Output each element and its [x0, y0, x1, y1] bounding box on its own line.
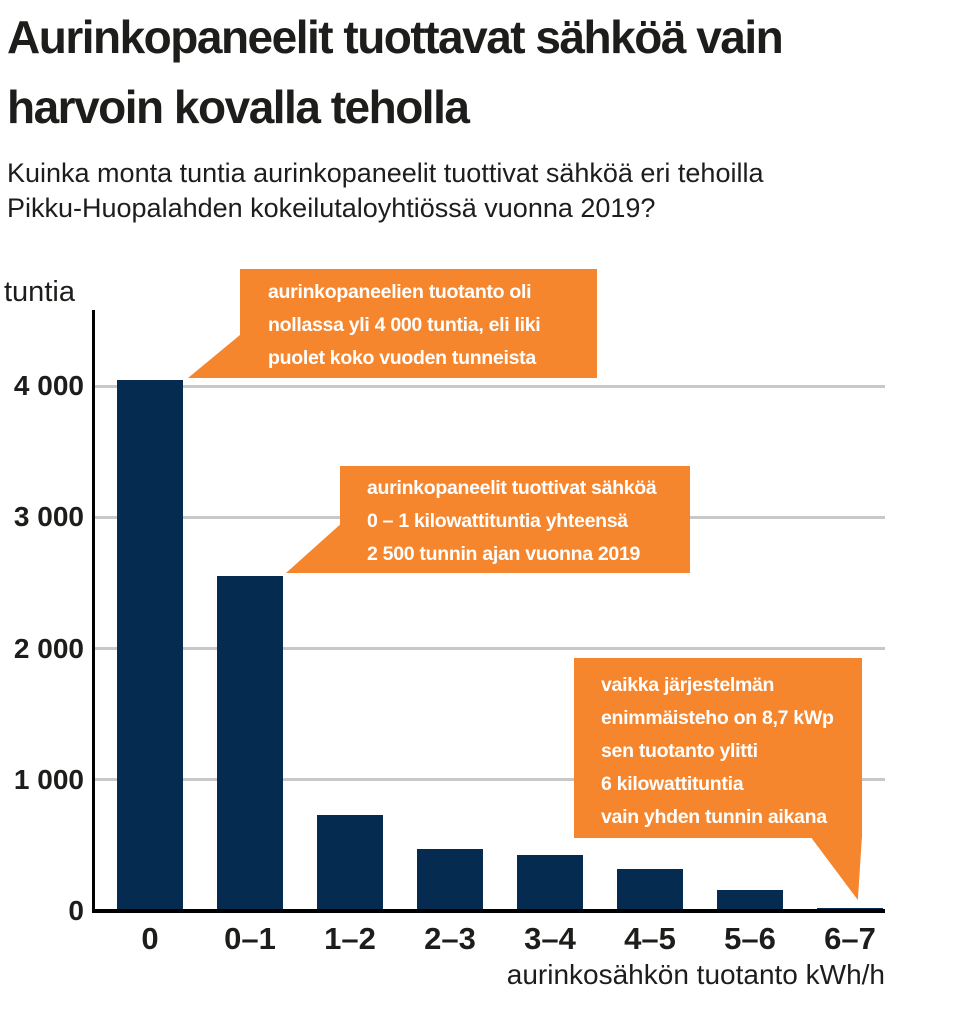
- chart-subtitle: Kuinka monta tuntia aurinkopaneelit tuot…: [7, 156, 957, 226]
- callout-line: puolet koko vuoden tunneista: [268, 347, 536, 369]
- callout-line: vaikka järjestelmän: [601, 674, 775, 696]
- y-tick-label-1000: 1 000: [13, 763, 84, 795]
- bar-0: [117, 379, 183, 911]
- x-tick-label-4–5: 4–5: [624, 921, 676, 956]
- gridline-1000: [95, 778, 885, 782]
- x-tick-label-0–1: 0–1: [224, 921, 276, 956]
- x-tick-label-0: 0: [141, 921, 159, 956]
- callout-line: 2 500 tunnin ajan vuonna 2019: [367, 543, 641, 565]
- callout-line: 6 kilowattituntia: [601, 773, 744, 795]
- callout-low-production: aurinkopaneelit tuottivat sähköä 0 – 1 k…: [340, 466, 690, 573]
- y-tick-label-3000: 3 000: [13, 501, 84, 533]
- callout-peak-power: vaikka järjestelmän enimmäisteho on 8,7 …: [574, 658, 862, 838]
- chart-headline: Aurinkopaneelit tuottavat sähköä vain ha…: [7, 2, 957, 142]
- y-axis-title: tuntia: [4, 276, 75, 308]
- x-tick-label-5–6: 5–6: [724, 921, 776, 956]
- x-axis-line: [92, 909, 885, 913]
- x-axis-title: aurinkosähkön tuotanto kWh/h: [506, 959, 885, 990]
- subtitle-line-1: Kuinka monta tuntia aurinkopaneelit tuot…: [7, 158, 764, 188]
- callout-zero-production: aurinkopaneelien tuotanto oli nollassa y…: [240, 269, 597, 378]
- callout-line: sen tuotanto ylitti: [601, 740, 758, 762]
- x-tick-label-2–3: 2–3: [424, 921, 476, 956]
- callout-line: aurinkopaneelit tuottivat sähköä: [367, 477, 657, 499]
- callout-line: vain yhden tunnin aikana: [601, 806, 827, 828]
- headline-line-2: harvoin kovalla teholla: [7, 81, 470, 133]
- callout-line: enimmäisteho on 8,7 kWp: [601, 707, 834, 729]
- bar-1–2: [317, 815, 383, 911]
- x-tick-label-3–4: 3–4: [524, 921, 576, 956]
- bar-3–4: [517, 854, 583, 911]
- bar-4–5: [617, 869, 683, 911]
- y-tick-label-4000: 4 000: [13, 370, 84, 402]
- callout-line: 0 – 1 kilowattituntia yhteensä: [367, 510, 628, 532]
- x-tick-label-6–7: 6–7: [824, 921, 876, 956]
- gridline-2000: [95, 647, 885, 651]
- x-tick-label-1–2: 1–2: [324, 921, 376, 956]
- bar-5–6: [717, 890, 783, 911]
- callout-line: nollassa yli 4 000 tuntia, eli liki: [268, 314, 541, 336]
- y-axis-line: [92, 310, 95, 911]
- bar-0–1: [217, 576, 283, 911]
- bar-2–3: [417, 849, 483, 911]
- y-tick-label-2000: 2 000: [13, 632, 84, 664]
- gridline-4000: [95, 384, 885, 388]
- callout-line: aurinkopaneelien tuotanto oli: [268, 281, 532, 303]
- subtitle-line-2: Pikku-Huopalahden kokeilutaloyhtiössä vu…: [7, 193, 656, 223]
- y-tick-label-0: 0: [68, 895, 84, 926]
- headline-line-1: Aurinkopaneelit tuottavat sähköä vain: [7, 11, 784, 63]
